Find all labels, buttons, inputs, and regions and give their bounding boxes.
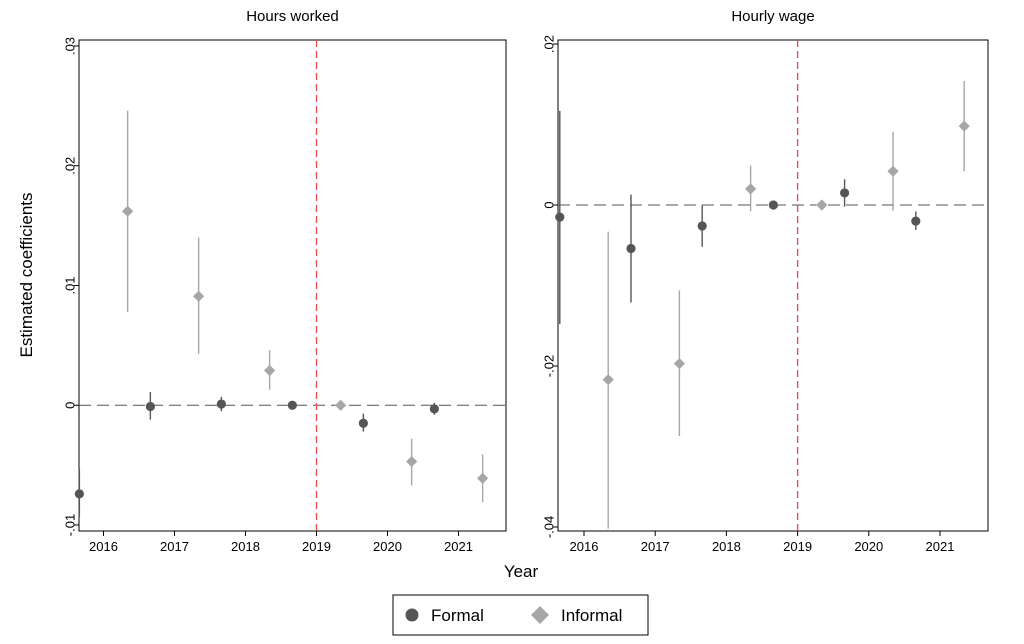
x-tick-label-wage: 2016 bbox=[570, 539, 599, 554]
panel-title-hourly-wage: Hourly wage bbox=[731, 8, 814, 25]
point-informal-hours bbox=[264, 364, 276, 377]
y-tick-label-hours: .02 bbox=[63, 157, 78, 175]
y-tick-label-hours: 0 bbox=[63, 402, 78, 409]
point-informal-wage bbox=[745, 183, 757, 195]
point-formal-hours bbox=[358, 418, 368, 428]
y-tick-label-wage: -.02 bbox=[542, 355, 557, 377]
y-tick-label-wage: .02 bbox=[542, 35, 557, 53]
y-tick-label-hours: -.01 bbox=[63, 514, 78, 536]
panel-title-hours-worked: Hours worked bbox=[246, 8, 339, 25]
x-tick-label-hours: 2018 bbox=[231, 539, 260, 554]
y-tick-label-wage: -.04 bbox=[542, 516, 557, 538]
point-formal-hours bbox=[429, 404, 439, 414]
point-formal-wage bbox=[626, 243, 636, 254]
point-informal-hours bbox=[406, 455, 418, 468]
panel-hours-worked: Hours worked -.01 0 .01 .02 .03 2016 2017 2018 2… bbox=[63, 8, 507, 554]
x-axis-title: Year bbox=[504, 562, 539, 581]
y-tick-label-hours: .03 bbox=[63, 37, 78, 55]
point-formal-wage bbox=[555, 212, 565, 222]
point-informal-wage bbox=[673, 357, 686, 370]
x-tick-label-hours: 2019 bbox=[302, 539, 331, 554]
point-formal-hours bbox=[74, 489, 84, 499]
point-formal-wage bbox=[768, 200, 778, 210]
legend-box bbox=[392, 594, 649, 636]
point-formal-wage bbox=[697, 221, 707, 231]
panel-hourly-wage: Hourly wage -.04 -.02 0 .02 2016 2017 2018 2019… bbox=[542, 8, 989, 554]
point-formal-hours bbox=[145, 401, 155, 412]
legend-marker-formal bbox=[405, 608, 419, 622]
point-informal-wage bbox=[887, 165, 899, 177]
y-axis-title: Estimated coefficients bbox=[17, 192, 36, 357]
point-formal-hours bbox=[287, 400, 297, 410]
legend: Formal Informal bbox=[392, 594, 649, 636]
y-tick-label-wage: 0 bbox=[542, 201, 557, 208]
x-tick-label-hours: 2017 bbox=[160, 539, 189, 554]
point-formal-wage bbox=[839, 188, 850, 198]
point-informal-hours bbox=[335, 399, 347, 411]
point-informal-wage bbox=[958, 120, 970, 132]
x-tick-label-hours: 2020 bbox=[373, 539, 402, 554]
x-tick-label-wage: 2021 bbox=[926, 539, 955, 554]
legend-label-informal: Informal bbox=[561, 606, 622, 625]
x-tick-label-hours: 2021 bbox=[444, 539, 473, 554]
x-tick-label-hours: 2016 bbox=[89, 539, 118, 554]
x-tick-label-wage: 2018 bbox=[712, 539, 741, 554]
point-formal-wage bbox=[911, 216, 921, 226]
legend-label-formal: Formal bbox=[431, 606, 484, 625]
plot-area-hourly-wage bbox=[557, 39, 989, 532]
legend-marker-informal bbox=[531, 606, 549, 624]
x-tick-label-wage: 2017 bbox=[641, 539, 670, 554]
point-informal-hours bbox=[193, 290, 205, 302]
point-informal-wage bbox=[602, 374, 614, 386]
point-informal-wage bbox=[816, 199, 828, 211]
point-informal-hours bbox=[122, 205, 134, 217]
point-formal-hours bbox=[216, 399, 226, 409]
point-informal-hours bbox=[477, 472, 489, 484]
x-tick-label-wage: 2020 bbox=[854, 539, 883, 554]
y-tick-label-hours: .01 bbox=[63, 276, 78, 294]
x-tick-label-wage: 2019 bbox=[783, 539, 812, 554]
